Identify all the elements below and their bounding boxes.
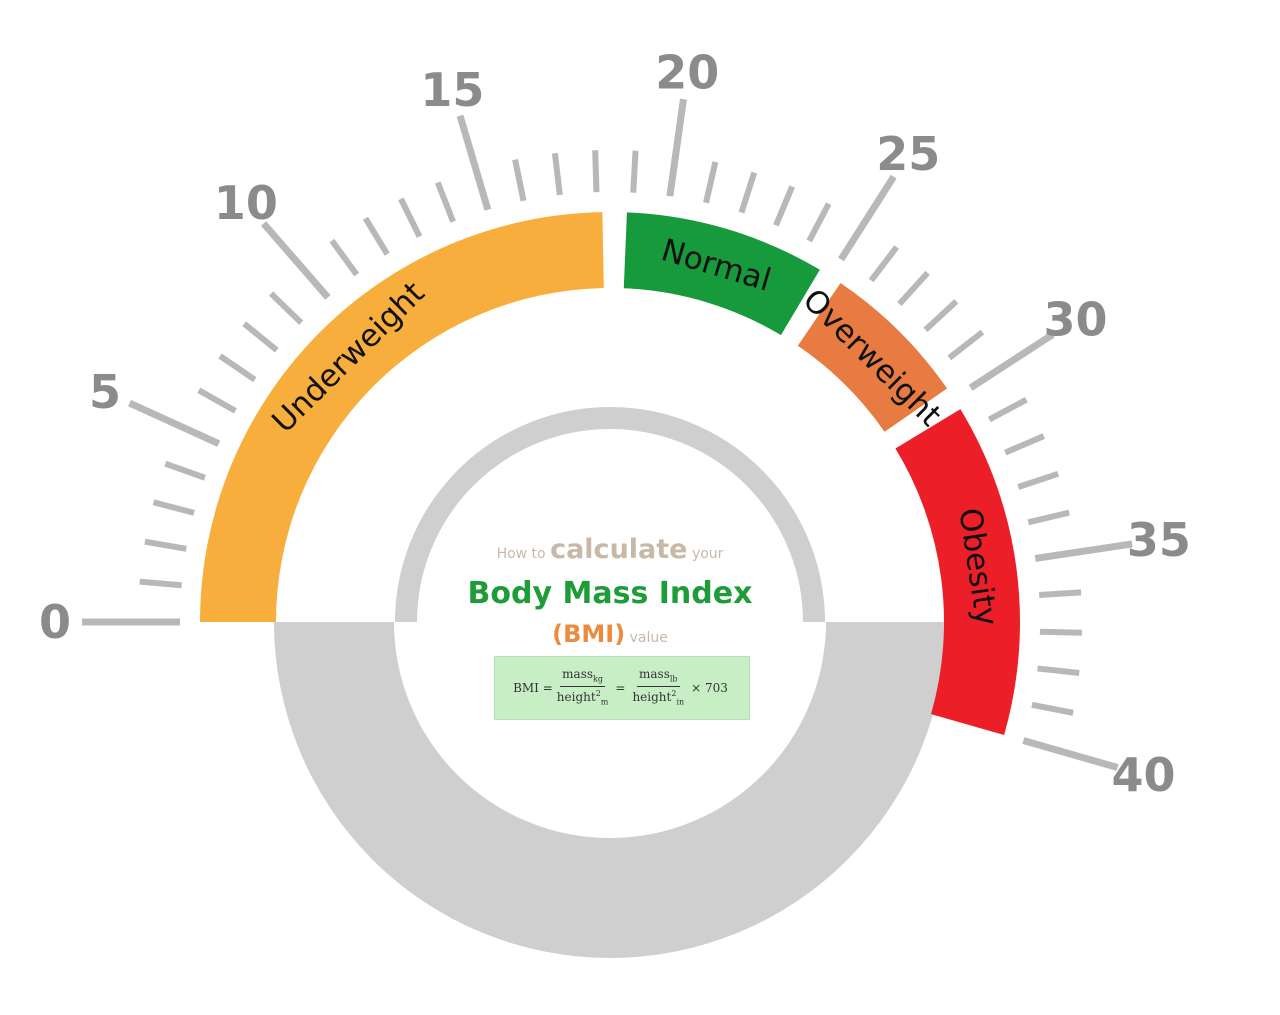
gauge-lower-ring — [274, 407, 946, 958]
formula-equals: = — [615, 681, 626, 695]
formula-den1: height — [556, 690, 596, 704]
scale-number: 30 — [1043, 293, 1107, 347]
minor-tick — [362, 216, 390, 256]
minor-tick — [139, 578, 182, 589]
formula-den1-sup: 2 — [595, 689, 601, 698]
formula-lhs: BMI = — [513, 681, 553, 695]
minor-tick — [1004, 433, 1046, 456]
minor-tick — [242, 321, 279, 353]
minor-tick — [152, 499, 195, 516]
formula-num2-sub: lb — [669, 674, 678, 683]
zone-label-underweight: Underweight — [265, 275, 431, 440]
minor-tick — [551, 152, 563, 196]
minor-tick — [773, 185, 795, 227]
major-tick — [838, 174, 897, 262]
bmi-abbr: (BMI) — [552, 620, 626, 648]
gauge-scale-numbers: 0 5 10 15 20 25 30 35 40 — [39, 45, 1191, 802]
formula-fraction-imperial: masslb height2in — [632, 667, 684, 710]
scale-number: 35 — [1127, 513, 1191, 567]
scale-number: 20 — [655, 45, 719, 99]
minor-tick — [738, 171, 758, 214]
minor-tick — [1017, 470, 1060, 490]
major-tick — [1022, 737, 1119, 771]
major-tick — [260, 221, 331, 300]
zone-normal — [623, 212, 820, 336]
major-tick — [968, 331, 1055, 391]
minor-tick — [398, 197, 423, 238]
minor-tick — [1027, 509, 1070, 526]
minor-tick — [268, 291, 304, 325]
calculate-text: calculate — [550, 534, 688, 565]
minor-tick — [512, 159, 527, 202]
minor-tick — [1039, 628, 1082, 636]
minor-tick — [923, 299, 959, 333]
major-tick — [1034, 540, 1133, 562]
your-text: your — [691, 546, 724, 562]
scale-number: 25 — [876, 127, 940, 181]
minor-tick — [1038, 589, 1082, 598]
how-to-text: How to — [496, 546, 546, 562]
scale-number: 10 — [214, 176, 278, 230]
scale-number: 0 — [39, 595, 71, 649]
major-tick — [666, 98, 687, 197]
minor-tick — [164, 460, 206, 481]
minor-tick — [197, 387, 237, 414]
minor-tick — [218, 353, 257, 383]
minor-tick — [434, 181, 456, 223]
minor-tick — [630, 150, 639, 193]
minor-tick — [329, 238, 360, 277]
minor-tick — [897, 270, 930, 306]
zone-overweight — [797, 282, 948, 432]
major-tick — [456, 114, 492, 211]
gauge-ticks — [82, 98, 1133, 771]
center-line-how-to: How to calculate your — [430, 534, 790, 565]
zone-underweight — [200, 212, 604, 622]
minor-tick — [703, 161, 719, 204]
scale-number: 5 — [89, 365, 121, 419]
minor-tick — [987, 397, 1028, 423]
scale-number: 15 — [420, 63, 484, 117]
formula-num2: mass — [639, 666, 670, 681]
formula-fraction-metric: masskg height2m — [557, 667, 609, 710]
gauge-zones — [200, 212, 1020, 736]
minor-tick — [868, 245, 900, 283]
formula-num1-sub: kg — [593, 674, 603, 683]
formula-den2-sub: in — [676, 697, 685, 707]
formula-multiplier: × 703 — [691, 681, 728, 695]
bmi-formula: BMI = masskg height2m = masslb height2in… — [495, 657, 749, 719]
formula-den2: height — [632, 690, 672, 704]
lower-ring-band — [274, 622, 946, 958]
minor-tick — [947, 329, 985, 361]
zone-obesity — [895, 409, 1020, 736]
scale-number: 40 — [1111, 748, 1175, 802]
center-title: Body Mass Index — [467, 576, 753, 611]
bmi-formula-box: BMI = masskg height2m = masslb height2in… — [494, 656, 750, 720]
major-tick — [128, 399, 221, 447]
minor-tick — [806, 202, 832, 243]
minor-tick — [144, 538, 187, 552]
formula-num1: mass — [562, 666, 594, 681]
value-text: value — [629, 630, 668, 646]
minor-tick — [592, 150, 600, 193]
minor-tick — [1037, 665, 1080, 676]
minor-tick — [1031, 701, 1074, 716]
formula-den1-sub: m — [600, 697, 609, 707]
formula-den2-sup: 2 — [671, 689, 677, 698]
upper-ring-band — [395, 407, 825, 623]
center-line-bmi: (BMI) value — [430, 620, 790, 648]
